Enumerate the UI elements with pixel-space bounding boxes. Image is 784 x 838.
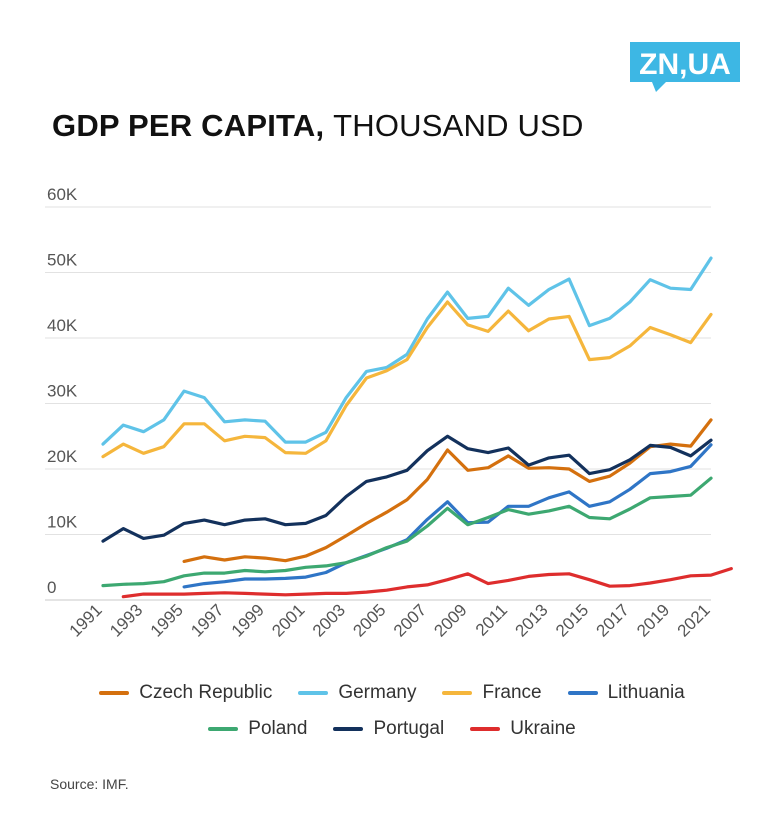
x-tick-label: 2005 xyxy=(349,600,389,640)
chart-title-bold: GDP PER CAPITA, xyxy=(52,108,325,143)
legend-label: Lithuania xyxy=(607,682,685,703)
y-tick-label: 0 xyxy=(47,578,56,597)
legend-label: Ukraine xyxy=(510,718,576,739)
y-tick-label: 50K xyxy=(47,251,78,270)
series-line-france xyxy=(101,300,713,459)
x-tick-label: 2011 xyxy=(472,600,511,639)
legend-row-1: Czech Republic Germany France Lithuania xyxy=(0,682,784,704)
x-tick-label: 1995 xyxy=(147,600,187,640)
x-tick-label: 2015 xyxy=(552,600,592,640)
logo-badge xyxy=(630,42,740,92)
legend-item: France xyxy=(442,682,542,704)
x-tick-label: 2003 xyxy=(309,600,349,640)
x-tick-label: 2021 xyxy=(674,600,714,640)
grid-lines xyxy=(45,206,711,601)
x-tick-label: 2001 xyxy=(268,600,308,640)
series-line-czech-republic xyxy=(182,418,713,563)
line-chart: 0 10K 20K 30K 40K 50K 60K 1991 1993 1995 1997 1999… xyxy=(45,185,733,641)
x-axis-ticks: 1991 1993 1995 1997 1999 2001 2003 2005 2007 2009… xyxy=(66,600,714,640)
chart-title-light: THOUSAND USD xyxy=(333,108,584,143)
legend-swatch xyxy=(567,691,598,695)
legend-label: Germany xyxy=(338,682,417,703)
legend-swatch xyxy=(99,691,130,695)
series-line-ukraine xyxy=(121,567,733,599)
chart-title: GDP PER CAPITA, THOUSAND USD xyxy=(52,108,584,144)
legend-label: Portugal xyxy=(373,718,445,739)
legend-row-2: Poland Portugal Ukraine xyxy=(0,718,784,740)
x-tick-label: 2013 xyxy=(512,600,552,640)
y-axis-ticks: 0 10K 20K 30K 40K 50K 60K xyxy=(47,185,78,597)
x-tick-label: 2017 xyxy=(593,600,633,640)
legend-label: Poland xyxy=(248,718,308,739)
y-tick-label: 60K xyxy=(47,185,78,204)
x-tick-label: 2009 xyxy=(430,600,470,640)
series-line-lithuania xyxy=(182,443,713,589)
legend-item: Portugal xyxy=(333,718,444,740)
y-tick-label: 40K xyxy=(47,316,78,335)
legend-item: Ukraine xyxy=(470,718,576,740)
x-tick-label: 2007 xyxy=(390,600,430,640)
y-tick-label: 30K xyxy=(47,382,78,401)
x-tick-label: 2019 xyxy=(633,600,673,640)
source-note: Source: IMF. xyxy=(50,776,129,792)
y-tick-label: 20K xyxy=(47,447,78,466)
zn-ua-logo: ZN,UA xyxy=(630,42,740,92)
y-tick-label: 10K xyxy=(47,513,78,532)
legend-item: Czech Republic xyxy=(99,682,272,704)
legend-item: Germany xyxy=(298,682,416,704)
legend-item: Poland xyxy=(208,718,307,740)
legend-swatch xyxy=(208,727,239,731)
legend-swatch xyxy=(470,727,501,731)
series-line-portugal xyxy=(101,434,713,543)
series-lines xyxy=(101,256,733,599)
legend-label: France xyxy=(482,682,542,703)
series-line-poland xyxy=(101,476,713,588)
x-tick-label: 1993 xyxy=(106,600,146,640)
series-line-germany xyxy=(101,256,713,446)
x-tick-label: 1999 xyxy=(228,600,268,640)
x-tick-label: 1997 xyxy=(187,600,227,640)
legend-swatch xyxy=(333,727,364,731)
x-tick-label: 1991 xyxy=(66,600,106,640)
legend-label: Czech Republic xyxy=(139,682,273,703)
legend-swatch xyxy=(442,691,473,695)
logo-text: ZN,UA xyxy=(639,48,731,81)
legend-swatch xyxy=(298,691,329,695)
legend-item: Lithuania xyxy=(567,682,685,704)
